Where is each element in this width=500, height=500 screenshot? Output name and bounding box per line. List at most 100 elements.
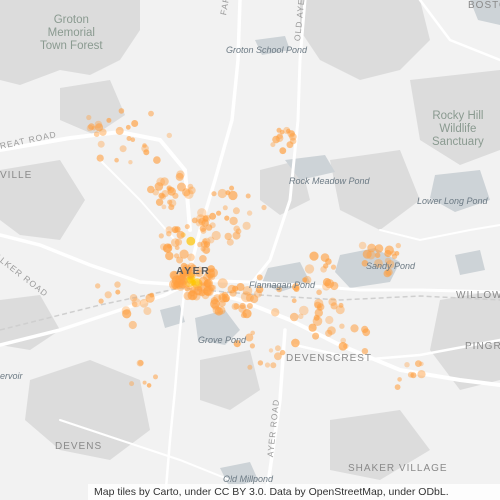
label-flannagan-pond: Flannagan Pond xyxy=(249,280,316,290)
data-point xyxy=(171,226,179,234)
data-point xyxy=(362,249,372,259)
data-point xyxy=(236,283,245,291)
data-point xyxy=(384,245,394,255)
data-point xyxy=(298,313,304,319)
data-point xyxy=(217,278,228,289)
data-point xyxy=(174,245,180,251)
data-point xyxy=(137,360,144,366)
data-point xyxy=(200,240,208,248)
data-point xyxy=(247,364,253,370)
data-point xyxy=(210,297,219,305)
data-point xyxy=(242,286,253,296)
data-point xyxy=(180,274,188,282)
data-points xyxy=(86,108,426,390)
data-point xyxy=(119,145,127,153)
data-point xyxy=(115,289,121,295)
data-point xyxy=(374,259,383,268)
data-point xyxy=(185,269,195,279)
data-point xyxy=(182,266,192,276)
data-point xyxy=(257,360,264,366)
data-point xyxy=(383,269,392,278)
rock-meadow-pond-water xyxy=(285,155,335,180)
data-point xyxy=(264,362,271,368)
data-point xyxy=(343,343,349,349)
data-point xyxy=(279,147,287,155)
data-point xyxy=(106,117,112,123)
data-point xyxy=(114,157,119,163)
data-point xyxy=(245,193,251,199)
data-point xyxy=(179,249,189,259)
data-point xyxy=(350,324,359,333)
data-point xyxy=(199,225,207,232)
data-point xyxy=(246,303,253,309)
data-point xyxy=(130,137,136,142)
data-point xyxy=(316,289,322,296)
data-point xyxy=(395,242,401,249)
data-point xyxy=(180,277,188,285)
data-point xyxy=(338,302,344,308)
data-point xyxy=(312,332,320,340)
data-point xyxy=(166,186,172,192)
map-attribution[interactable]: Map tiles by Carto, under CC BY 3.0. Dat… xyxy=(88,484,500,500)
data-point xyxy=(211,302,219,311)
data-point xyxy=(205,224,213,231)
data-point xyxy=(97,140,105,148)
data-point xyxy=(208,273,216,281)
data-point xyxy=(148,110,154,117)
sandy-pond-water xyxy=(335,248,400,288)
data-point xyxy=(410,372,417,379)
data-point xyxy=(299,305,309,316)
data-point xyxy=(122,309,132,319)
data-point xyxy=(153,374,158,380)
data-point xyxy=(129,381,135,387)
data-point xyxy=(227,284,237,294)
label-old-millpond: Old Millpond xyxy=(223,474,274,484)
data-point xyxy=(330,302,338,310)
data-point xyxy=(246,210,253,216)
data-point xyxy=(419,361,424,367)
label-groton-school-pond: Groton School Pond xyxy=(226,45,308,55)
data-point xyxy=(93,131,100,137)
data-point xyxy=(176,256,184,264)
data-point xyxy=(324,279,335,289)
data-point xyxy=(153,156,161,164)
data-point xyxy=(115,126,124,135)
label-ayer: AYER xyxy=(176,265,211,277)
data-point xyxy=(161,204,167,210)
data-point xyxy=(175,172,184,181)
data-point xyxy=(330,264,337,270)
data-point xyxy=(126,136,132,141)
data-point xyxy=(404,362,410,368)
data-point xyxy=(176,230,185,239)
data-point xyxy=(131,298,141,308)
data-point xyxy=(208,284,215,291)
data-point xyxy=(233,225,240,233)
data-point xyxy=(182,280,191,289)
data-point xyxy=(86,114,92,121)
data-point xyxy=(366,250,376,260)
data-point xyxy=(385,260,395,269)
forest-areas xyxy=(0,0,500,480)
data-point xyxy=(174,278,185,289)
data-point xyxy=(136,359,144,367)
data-point xyxy=(155,198,164,206)
data-point xyxy=(239,302,246,310)
data-point xyxy=(190,279,197,286)
data-point xyxy=(335,305,345,315)
data-point xyxy=(146,383,152,388)
data-point xyxy=(121,306,131,315)
data-point xyxy=(242,221,251,230)
data-point xyxy=(203,214,211,222)
data-point xyxy=(361,260,369,267)
label-groton-memorial-town-forest: Groton Memorial Town Forest xyxy=(40,14,103,52)
data-point xyxy=(279,349,286,356)
data-point xyxy=(384,257,392,265)
data-point xyxy=(195,269,204,278)
data-point xyxy=(152,188,159,196)
data-point xyxy=(276,133,283,140)
data-point xyxy=(358,241,367,250)
data-point xyxy=(271,308,280,317)
data-point xyxy=(139,298,149,308)
data-point xyxy=(240,291,252,303)
